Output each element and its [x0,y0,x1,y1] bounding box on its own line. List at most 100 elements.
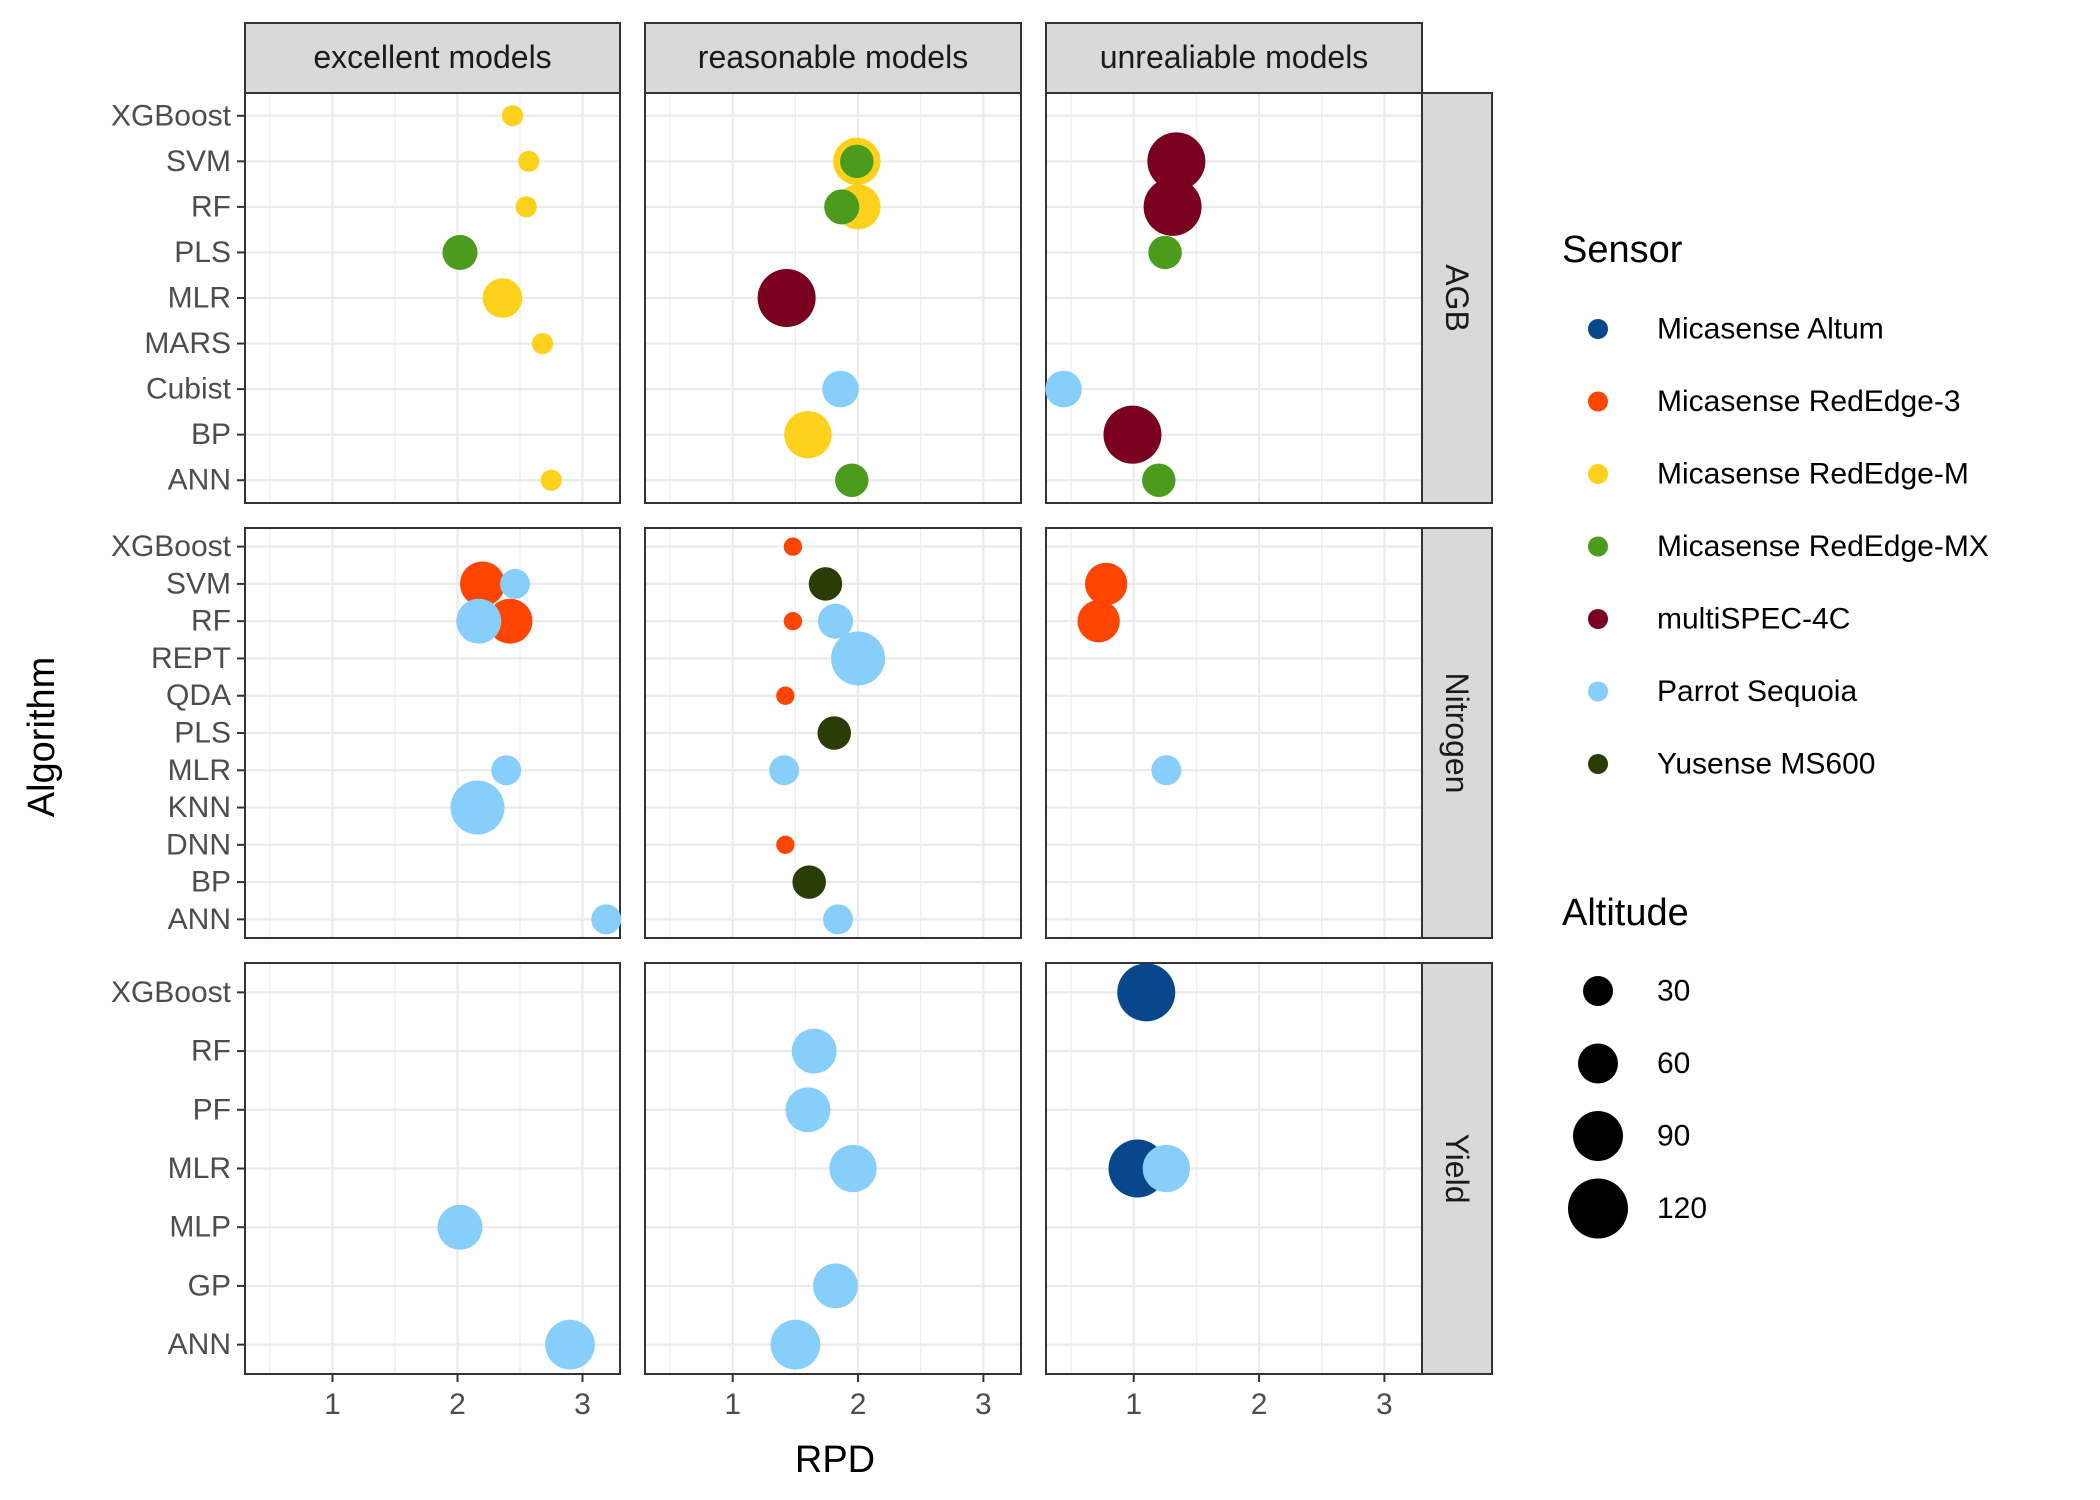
legend-sensor-micasense-rededge-m: Micasense RedEdge-M [1588,458,1969,491]
legend-swatch [1588,681,1608,702]
point-yield-mlp-parrot-sequoia [437,1204,483,1250]
point-nitrogen-rf-parrot-sequoia [817,603,854,639]
y-tick-label-gp: GP [188,1269,231,1302]
legend-swatch [1588,536,1608,557]
point-yield-xgboost-micasense-altum [1117,963,1176,1022]
point-agb-bp-multispec-4c [1103,405,1162,464]
legend-swatch [1588,391,1608,412]
legend-size-swatch [1573,1111,1623,1161]
row-strip-label: Yield [1439,1134,1475,1204]
column-strip-unrealiable-models: unrealiable models [1045,22,1423,94]
legend-sensor-multispec-4c: multiSPEC-4C [1588,603,1850,636]
y-tick-label-knn: KNN [168,791,231,824]
legend-label: Micasense RedEdge-3 [1657,385,1961,418]
point-nitrogen-xgboost-micasense-rededge-3 [783,537,803,556]
column-strip-box [644,22,1022,94]
y-tick-label-ann: ANN [168,1328,231,1361]
point-nitrogen-ann-parrot-sequoia [591,904,622,935]
row-strip-yield: Yield [1421,962,1493,1375]
panels-layer: excellent models reasonable models unreali… [111,22,1493,1421]
point-agb-bp-micasense-rededge-m [784,410,832,459]
panel-agb-unrealiable-models [1045,92,1423,504]
legend-swatch [1588,464,1608,484]
panel-yield-reasonable-models: 1 2 3 [644,962,1022,1421]
y-tick-label-mlr: MLR [168,1152,231,1185]
point-agb-ann-micasense-rededge-mx [835,463,869,497]
point-agb-mlr-micasense-rededge-m [482,278,523,318]
point-agb-cubist-parrot-sequoia [822,370,859,408]
legend-altitude-90: 90 [1573,1111,1690,1161]
x-tick-label: 1 [324,1388,341,1421]
row-strip-agb: AGB [1421,92,1493,504]
y-tick-label-svm: SVM [166,567,231,600]
y-tick-label-ann: ANN [168,464,231,497]
x-tick-label: 1 [724,1388,741,1421]
legend-sensor-micasense-rededge-3: Micasense RedEdge-3 [1588,385,1961,418]
point-nitrogen-dnn-micasense-rededge-3 [776,835,795,854]
legend-label: Yusense MS600 [1657,748,1875,781]
column-strip-excellent-models: excellent models [244,22,621,94]
y-tick-label-mars: MARS [144,327,231,360]
point-agb-rf-micasense-rededge-m [515,196,537,218]
y-tick-label-mlr: MLR [168,754,231,787]
panel-nitrogen-excellent-models: XGBoost SVM RF REPT QDA PLS MLR KNN DNN BP ANN [111,527,621,939]
point-yield-mlr-parrot-sequoia [829,1144,877,1193]
legend-altitude-30: 30 [1583,975,1690,1008]
column-strip-label: excellent models [313,39,551,75]
legend-size-swatch [1583,976,1613,1006]
legend-label: Micasense Altum [1657,313,1884,346]
legend-sensor-title: Sensor [1562,229,1683,271]
row-strip-label: AGB [1439,264,1475,332]
y-tick-label-rf: RF [191,1035,231,1068]
row-strip-box [1421,92,1493,504]
legend-sensor-micasense-altum: Micasense Altum [1588,313,1884,346]
y-tick-label-rf: RF [191,605,231,638]
point-agb-pls-micasense-rededge-mx [442,234,478,271]
points-layer [437,105,1206,1370]
panel-nitrogen-reasonable-models [644,527,1022,939]
y-tick-label-xgboost: XGBoost [111,99,232,132]
legend-altitude-60: 60 [1578,1043,1690,1084]
point-nitrogen-knn-parrot-sequoia [450,780,505,835]
point-agb-rf-multispec-4c [1143,177,1202,236]
point-agb-svm-multispec-4c [1147,132,1206,191]
y-tick-label-pf: PF [193,1093,231,1126]
column-strip-label: reasonable models [698,39,968,75]
legend-label: multiSPEC-4C [1657,603,1850,636]
point-nitrogen-ann-parrot-sequoia [823,904,853,935]
panel-border [1045,92,1423,504]
legend-label: Parrot Sequoia [1657,675,1857,708]
point-yield-pf-parrot-sequoia [785,1087,831,1133]
column-strip-box [244,22,621,94]
legend-label: Micasense RedEdge-MX [1657,530,1989,563]
legend-sensor-micasense-rededge-mx: Micasense RedEdge-MX [1588,530,1989,563]
panel-border [644,962,1022,1375]
point-yield-ann-parrot-sequoia [770,1319,821,1370]
legend-label: 30 [1657,975,1690,1008]
legend-swatch [1588,754,1608,774]
panel-border [644,527,1022,939]
column-strip-reasonable-models: reasonable models [644,22,1022,94]
x-axis-title: RPD [795,1439,875,1481]
row-strip-nitrogen: Nitrogen [1421,527,1493,939]
column-strip-box [1045,22,1423,94]
point-yield-ann-parrot-sequoia [545,1319,595,1370]
legend-size-swatch [1578,1043,1618,1084]
point-agb-pls-micasense-rededge-mx [1148,235,1182,270]
legend-layer: Sensor Micasense Altum Micasense RedEdge-3… [1562,229,1989,1239]
y-tick-label-ann: ANN [168,903,231,936]
legend-label: 90 [1657,1120,1690,1153]
legend-sensor-parrot-sequoia: Parrot Sequoia [1588,675,1857,708]
legend-swatch [1588,609,1608,629]
y-tick-label-pls: PLS [174,236,231,269]
point-agb-rf-micasense-rededge-mx [824,189,860,225]
panel-yield-unrealiable-models: 1 2 3 [1045,962,1423,1421]
point-yield-mlr-parrot-sequoia [1142,1144,1190,1193]
y-tick-label-xgboost: XGBoost [111,976,232,1009]
legend-label: 60 [1657,1047,1690,1080]
legend-altitude-120: 120 [1568,1178,1707,1239]
legend-altitude-title: Altitude [1562,892,1689,934]
y-tick-label-rf: RF [191,190,231,223]
legend-size-swatch [1568,1178,1628,1239]
